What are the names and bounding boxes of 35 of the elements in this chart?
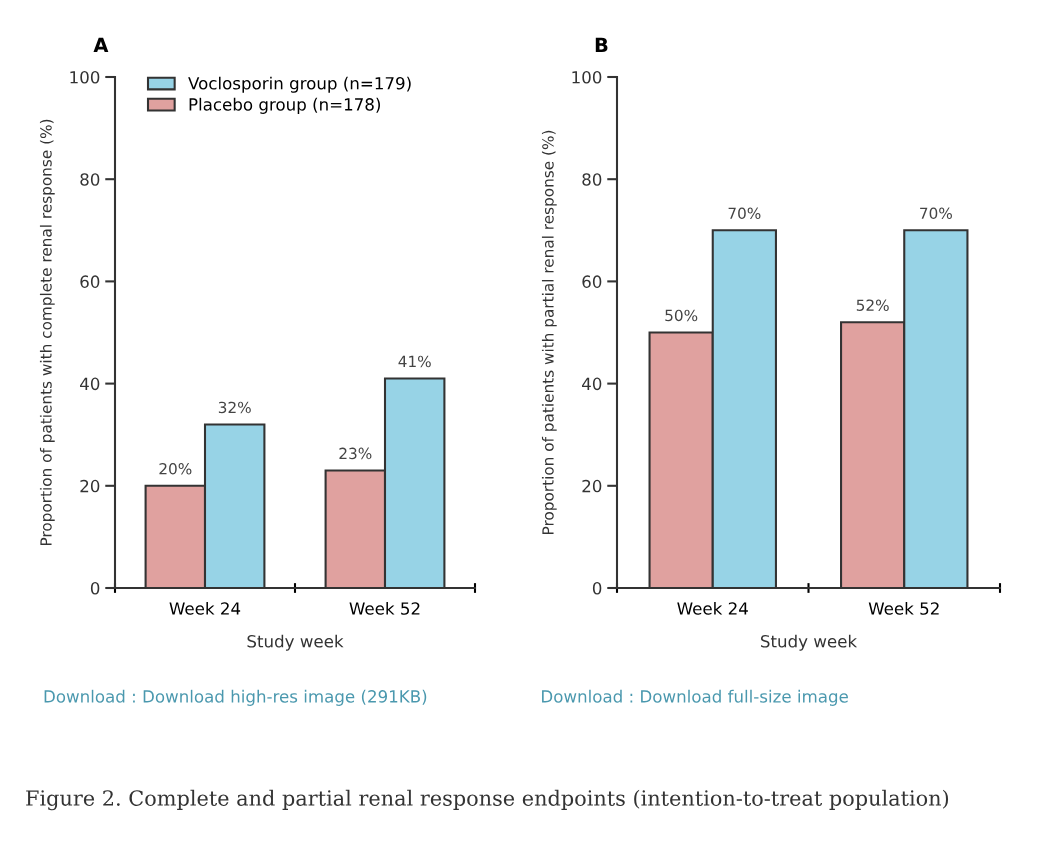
y-tick-label: 0 <box>592 581 602 595</box>
chart-title: B <box>595 37 608 52</box>
data-label: 32% <box>218 401 251 414</box>
data-label: 20% <box>159 462 192 475</box>
y-tick-label: 80 <box>582 173 602 186</box>
x-tick-label: Week 52 <box>349 601 420 615</box>
x-axis-title: Study week <box>760 634 858 651</box>
data-label: 70% <box>920 207 952 220</box>
chart-title: A <box>93 37 109 52</box>
x-tick-label: Week 24 <box>169 601 241 615</box>
data-label: 50% <box>665 309 698 322</box>
data-label: 52% <box>856 299 889 311</box>
x-tick-label: Week 52 <box>868 601 939 615</box>
data-label: 70% <box>728 207 761 220</box>
y-axis-title: Proportion of patients with complete renal response (%) <box>39 119 55 546</box>
y-tick-label: 40 <box>582 377 602 391</box>
x-axis-title: Study week <box>247 634 344 651</box>
x-tick-label: Week 24 <box>677 601 748 615</box>
y-tick-label: 60 <box>80 275 100 288</box>
y-tick-label: 20 <box>80 479 100 493</box>
data-label: 23% <box>339 447 372 460</box>
y-tick-label: 0 <box>90 581 100 595</box>
y-axis-title: Proportion of patients with partial renal response (%) <box>541 130 557 534</box>
caption: Figure 2. Complete and partial renal response endpoints (intention-to-treat population) <box>26 789 949 811</box>
y-tick-label: 100 <box>572 70 602 84</box>
data-label: 41% <box>398 355 431 368</box>
y-tick-label: 60 <box>582 275 602 288</box>
legend-label: Placebo group (n=178) <box>189 97 380 114</box>
y-tick-label: 20 <box>582 479 602 493</box>
legend-label: Voclosporin group (n=179) <box>188 76 411 93</box>
y-tick-label: 80 <box>80 173 100 186</box>
y-tick-label: 100 <box>70 70 100 84</box>
y-tick-label: 40 <box>80 377 100 391</box>
text: Download : Download high-res image (291KB) <box>44 689 427 706</box>
text: Download : Download full-size image <box>542 689 848 706</box>
